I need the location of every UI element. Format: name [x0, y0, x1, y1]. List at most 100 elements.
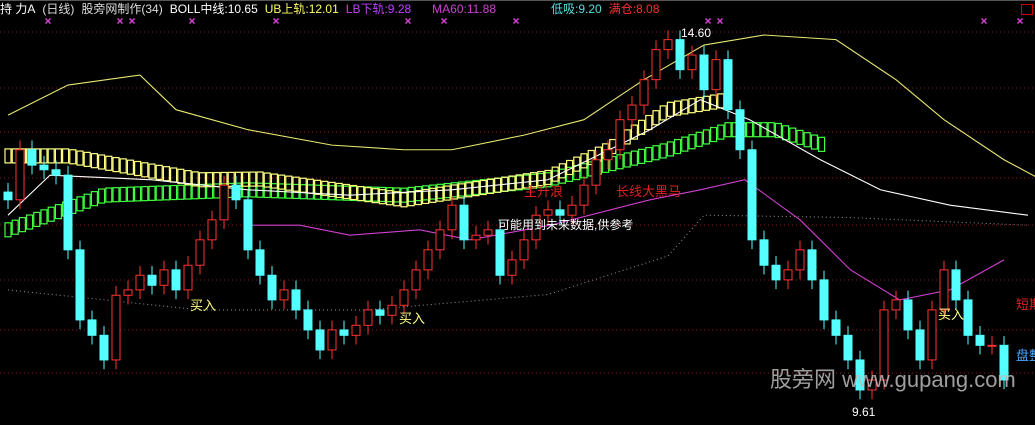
stock-name: 持 力A — [0, 2, 36, 16]
green-band-box — [134, 186, 142, 202]
candle-up — [483, 229, 493, 236]
candle-down — [831, 319, 841, 336]
green-band-box — [90, 191, 99, 207]
yellow-band-box — [306, 178, 314, 194]
yellow-band-box — [206, 172, 214, 188]
green-band-box — [695, 131, 703, 147]
yellow-band-box — [630, 124, 639, 140]
indicator-legend: 持 力A (日线) 股旁网制作(34) BOLL中线:10.65 UB上轨:12… — [0, 2, 496, 16]
green-band-box — [724, 122, 732, 138]
signal-marker — [116, 17, 124, 25]
candle-up — [891, 299, 901, 311]
yellow-band-box — [407, 191, 415, 207]
candle-up — [219, 184, 229, 221]
boll-mid-value: BOLL中线:10.65 — [169, 2, 258, 16]
yellow-band-box — [688, 98, 696, 114]
signal-marker — [440, 17, 448, 25]
candle-down — [675, 39, 685, 71]
yellow-band-box — [551, 166, 559, 182]
candle-up — [399, 289, 409, 306]
yellow-band-box — [191, 171, 199, 187]
candle-down — [39, 164, 49, 171]
yellow-band-box — [393, 191, 401, 207]
yellow-band-box — [400, 192, 408, 208]
candle-up — [327, 329, 337, 351]
candle-down — [3, 191, 13, 201]
green-band-box — [47, 206, 55, 222]
candle-up — [183, 264, 193, 291]
yellow-band-box — [436, 186, 444, 202]
annotation-short-term: 短期 — [1016, 297, 1035, 312]
green-band-box — [630, 150, 639, 166]
candle-down — [99, 334, 109, 361]
candle-up — [447, 204, 457, 231]
candle-down — [747, 149, 757, 241]
lb-value: LB下轨:9.28 — [345, 2, 412, 16]
candle-up — [939, 269, 949, 311]
yellow-band-box — [54, 148, 63, 164]
candle-down — [75, 249, 85, 321]
green-band-box — [33, 211, 41, 228]
yellow-band-box — [162, 166, 170, 182]
watermark: 股旁网 www.gupang.com — [770, 367, 1016, 392]
candle-down — [975, 334, 985, 346]
yellow-band-box — [522, 173, 531, 189]
yellow-band-box — [342, 183, 350, 200]
yellow-band-box — [681, 99, 689, 115]
candle-up — [603, 149, 613, 161]
candle-up — [207, 219, 217, 241]
yellow-band-box — [558, 163, 567, 179]
candle-down — [771, 264, 781, 281]
ma60-value: MA60:11.88 — [432, 2, 496, 16]
candle-down — [171, 269, 181, 291]
candle-down — [51, 169, 61, 176]
candle-down — [915, 329, 925, 361]
candle-up — [387, 304, 397, 316]
green-band-box — [645, 146, 653, 163]
candle-up — [507, 259, 517, 276]
annotation-main-rise: 主升浪 — [524, 184, 564, 199]
candle-up — [471, 234, 481, 241]
candle-up — [579, 184, 589, 206]
signal-marker — [272, 17, 280, 25]
yellow-band-box — [458, 183, 466, 199]
low-buy-value: 低吸:9.20 — [551, 2, 602, 16]
green-band-box — [753, 122, 761, 138]
candle-up — [15, 149, 25, 201]
yellow-band-box — [69, 149, 77, 165]
green-band-box — [781, 125, 790, 141]
green-band-box — [745, 122, 754, 138]
yellow-band-box — [227, 171, 235, 187]
green-band-box — [393, 187, 401, 203]
yellow-band-box — [443, 185, 451, 201]
green-band-box — [97, 188, 106, 204]
candle-up — [711, 59, 721, 91]
candle-up — [423, 249, 433, 271]
candle-up — [519, 239, 529, 261]
candle-down — [303, 309, 313, 331]
annotation-buy: 买入 — [399, 311, 426, 326]
candle-up — [195, 239, 205, 266]
signal-marker — [704, 17, 712, 25]
yellow-band-box — [659, 105, 667, 121]
yellow-band-box — [645, 114, 653, 131]
yellow-band-box — [47, 148, 55, 164]
window-toggle-icon[interactable] — [1021, 4, 1033, 15]
candle-down — [291, 289, 301, 311]
green-band-box — [673, 138, 682, 155]
yellow-band-box — [695, 96, 703, 113]
yellow-band-box — [278, 174, 286, 190]
candle-down — [231, 184, 241, 201]
candle-up — [411, 269, 421, 291]
candle-up — [435, 229, 445, 251]
yellow-band-box — [90, 153, 99, 169]
signal-marker — [716, 17, 724, 25]
green-band-box — [155, 185, 163, 201]
annotation-future-data: 可能用到未来数据,供参考 — [498, 218, 634, 232]
yellow-band-box — [270, 173, 278, 189]
signal-marker — [44, 17, 52, 25]
green-band-box — [11, 219, 19, 235]
green-band-box — [126, 186, 135, 202]
